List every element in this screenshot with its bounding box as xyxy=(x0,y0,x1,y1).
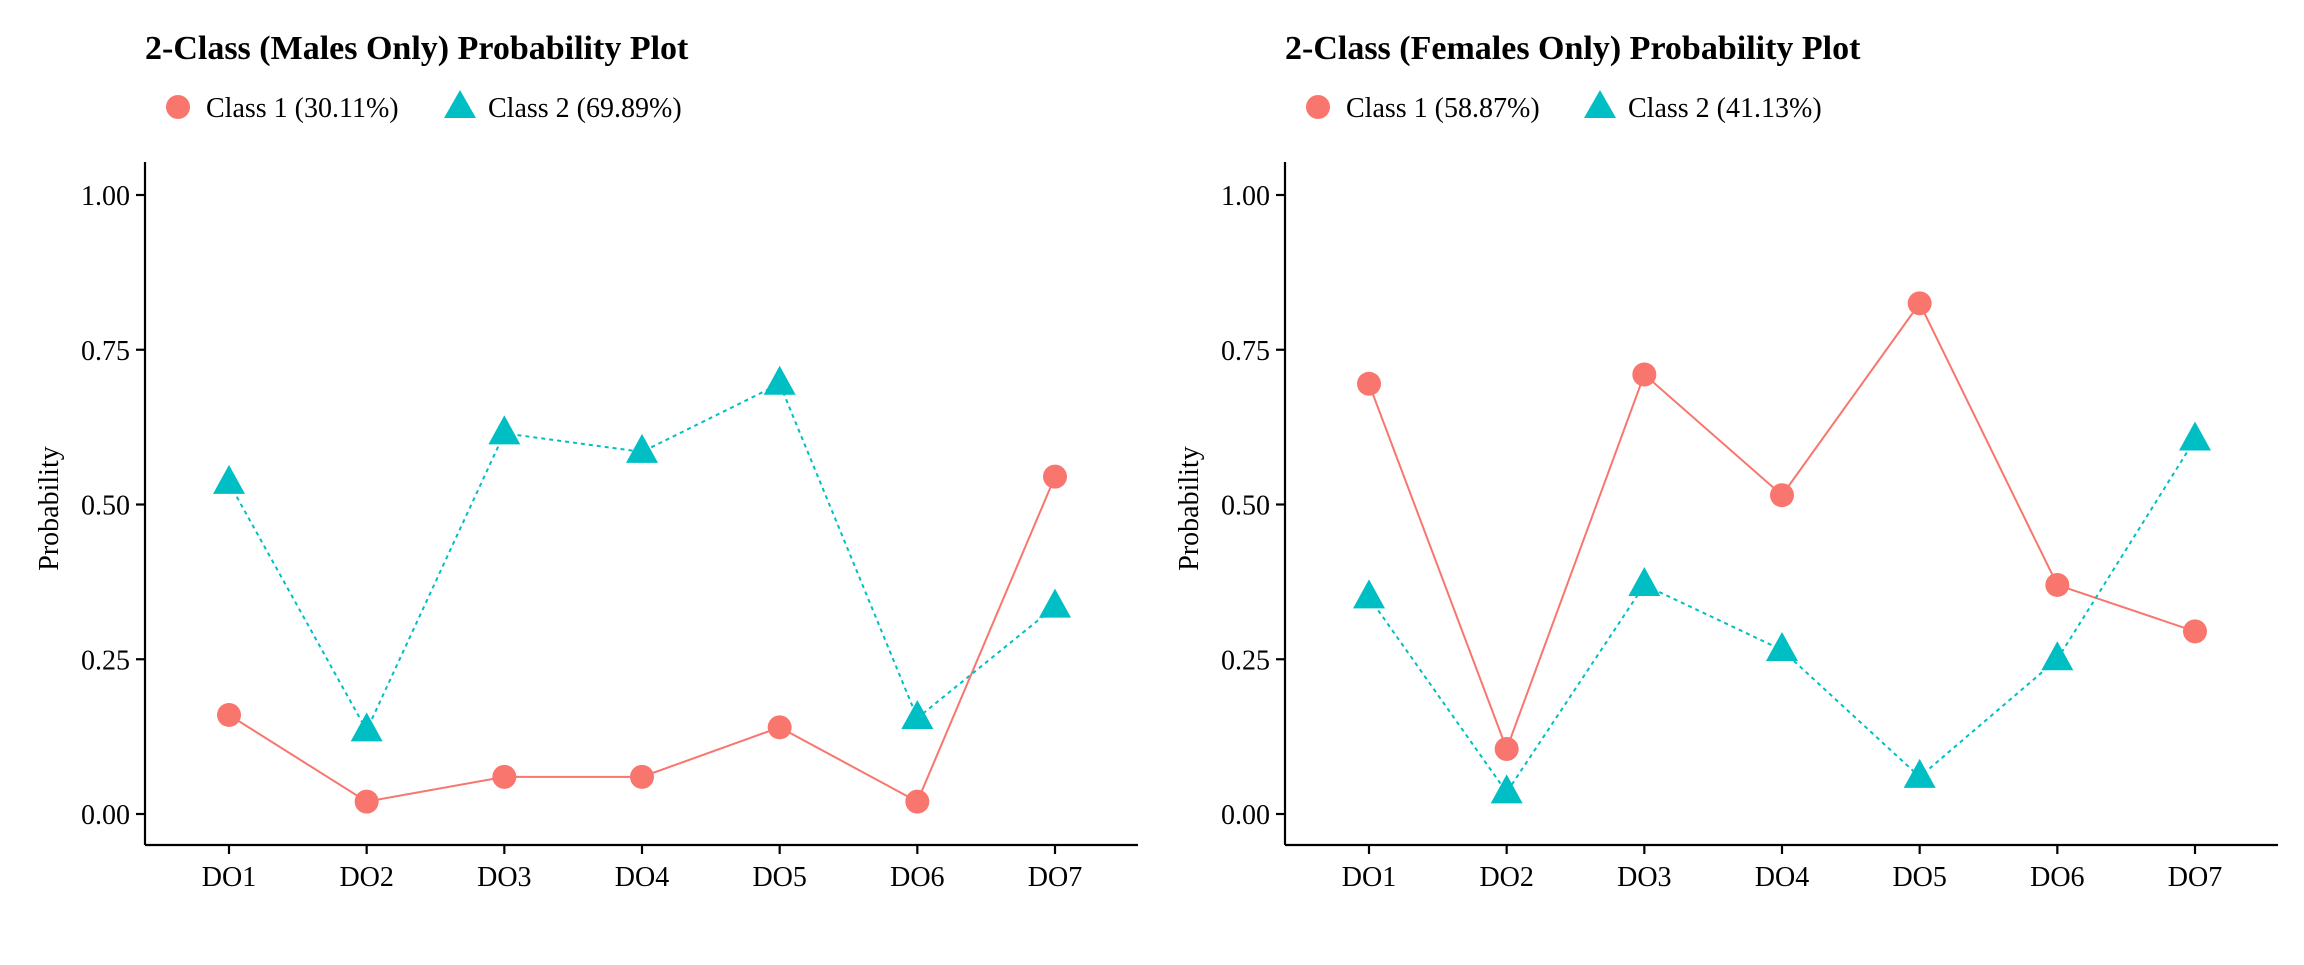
data-point-class-2 xyxy=(213,464,245,494)
legend-circle-marker xyxy=(166,95,190,119)
y-axis-label: Probability xyxy=(34,446,65,570)
data-point-class-1 xyxy=(217,702,241,727)
data-point-class-1 xyxy=(767,715,792,740)
legend-item: Class 1 (30.11%) xyxy=(166,93,399,124)
y-tick-label: 1.00 xyxy=(81,181,130,212)
y-tick-label: 0.50 xyxy=(81,491,130,522)
data-point-class-1 xyxy=(2045,572,2070,597)
y-tick-label: 0.75 xyxy=(81,336,130,367)
data-point-class-2 xyxy=(350,712,383,742)
y-tick-label: 0.25 xyxy=(81,645,130,676)
x-tick-label: DO2 xyxy=(1479,862,1533,893)
x-tick-label: DO7 xyxy=(1028,862,1082,893)
data-point-class-1 xyxy=(1357,371,1381,396)
data-point-class-2 xyxy=(1628,566,1661,596)
x-tick-label: DO5 xyxy=(1892,862,1946,893)
data-point-class-1 xyxy=(1907,291,1932,316)
data-point-class-1 xyxy=(492,764,517,789)
y-tick-label: 0.00 xyxy=(1221,800,1270,831)
data-point-class-1 xyxy=(354,789,379,814)
x-tick-label: DO3 xyxy=(1617,862,1671,893)
legend-triangle-marker xyxy=(444,90,476,118)
data-point-class-1 xyxy=(1043,464,1067,489)
y-axis-label: Probability xyxy=(1174,446,1205,570)
x-tick-label: DO5 xyxy=(752,862,806,893)
x-tick-label: DO1 xyxy=(1342,862,1396,893)
data-point-class-2 xyxy=(763,365,796,395)
data-point-class-2 xyxy=(1903,758,1936,788)
x-tick-label: DO4 xyxy=(615,862,669,893)
legend-circle-marker xyxy=(1306,95,1330,119)
y-tick-label: 0.00 xyxy=(81,800,130,831)
y-tick-label: 0.75 xyxy=(1221,336,1270,367)
x-tick-label: DO2 xyxy=(339,862,393,893)
data-point-class-2 xyxy=(2179,421,2211,451)
data-point-class-2 xyxy=(1353,579,1385,609)
x-tick-label: DO1 xyxy=(202,862,256,893)
legend-triangle-marker xyxy=(1584,90,1616,118)
x-tick-label: DO6 xyxy=(890,862,944,893)
data-point-class-2 xyxy=(488,415,521,445)
chart-title: 2-Class (Females Only) Probability Plot xyxy=(1285,30,1861,67)
chart-title: 2-Class (Males Only) Probability Plot xyxy=(145,30,689,67)
data-point-class-1 xyxy=(1770,483,1794,508)
data-point-class-2 xyxy=(1490,774,1523,804)
legend-item: Class 1 (58.87%) xyxy=(1306,93,1540,124)
legend-label: Class 1 (30.11%) xyxy=(206,93,399,124)
data-point-class-2 xyxy=(2041,641,2074,671)
legend: Class 1 (58.87%) Class 2 (41.13%) xyxy=(1306,90,1822,124)
y-tick-label: 0.50 xyxy=(1221,491,1270,522)
data-point-class-1 xyxy=(1632,362,1657,387)
legend-label: Class 2 (41.13%) xyxy=(1628,93,1822,124)
x-tick-label: DO6 xyxy=(2030,862,2084,893)
data-point-class-2 xyxy=(1766,631,1798,661)
legend-label: Class 2 (69.89%) xyxy=(488,93,682,124)
legend-label: Class 1 (58.87%) xyxy=(1346,93,1540,124)
data-point-class-1 xyxy=(2183,619,2207,644)
series-line-class-1 xyxy=(1368,301,2196,752)
y-tick-label: 0.25 xyxy=(1221,645,1270,676)
chart-panel-1: 2-Class (Males Only) Probability Plot Cla… xyxy=(34,30,1138,893)
data-point-class-1 xyxy=(630,764,654,789)
data-point-class-1 xyxy=(1494,737,1519,762)
legend-item: Class 2 (41.13%) xyxy=(1584,90,1822,124)
data-point-class-2 xyxy=(626,433,658,463)
x-tick-label: DO3 xyxy=(477,862,531,893)
x-tick-label: DO4 xyxy=(1755,862,1809,893)
x-tick-label: DO7 xyxy=(2168,862,2222,893)
legend: Class 1 (30.11%) Class 2 (69.89%) xyxy=(166,90,682,124)
data-point-class-2 xyxy=(901,700,934,730)
data-point-class-2 xyxy=(1039,588,1071,618)
data-point-class-1 xyxy=(905,789,930,814)
series-line-class-1 xyxy=(228,476,1056,804)
chart-panel-2: 2-Class (Females Only) Probability Plot C… xyxy=(1174,30,2278,893)
y-tick-label: 1.00 xyxy=(1221,181,1270,212)
legend-item: Class 2 (69.89%) xyxy=(444,90,682,124)
